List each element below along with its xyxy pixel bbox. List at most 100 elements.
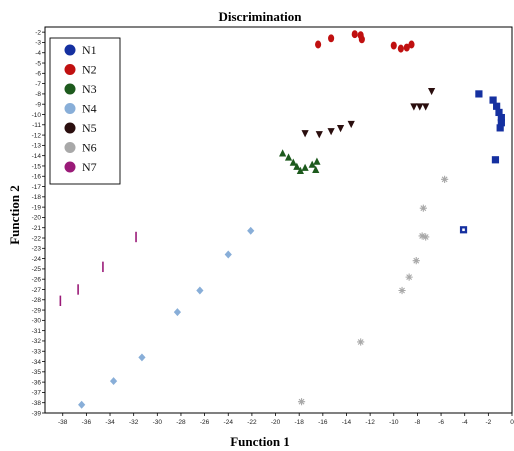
data-point-n6	[412, 257, 420, 265]
legend-label-n1: N1	[82, 43, 97, 57]
data-point-n1	[489, 96, 497, 104]
legend-swatch-n7	[64, 161, 76, 173]
y-tick-label: -20	[32, 215, 42, 222]
data-point-n7	[77, 284, 79, 295]
y-tick-label: -8	[35, 91, 41, 98]
data-point-n6	[398, 286, 406, 295]
y-tick-label: -24	[32, 256, 42, 263]
y-tick-label: -36	[32, 379, 42, 386]
data-point-n2	[351, 30, 358, 39]
x-tick-label: -10	[389, 419, 399, 426]
data-points	[59, 30, 505, 409]
data-point-n3	[279, 149, 287, 157]
x-tick-label: -24	[224, 419, 234, 426]
x-tick-label: -14	[342, 419, 352, 426]
y-tick-label: -6	[35, 71, 41, 78]
legend-label-n2: N2	[82, 63, 97, 77]
x-tick-label: -38	[58, 419, 68, 426]
legend-label-n3: N3	[82, 82, 97, 96]
data-point-n2	[328, 34, 335, 43]
data-point-n3	[308, 160, 316, 168]
data-point-n6	[441, 175, 449, 183]
data-point-n3	[301, 163, 309, 171]
data-point-n4	[173, 308, 182, 317]
data-point-n5	[315, 131, 323, 139]
legend-swatch-n2	[64, 64, 76, 75]
data-point-n1	[496, 124, 504, 132]
chart-title: Discrimination	[218, 9, 302, 24]
y-tick-label: -32	[32, 338, 42, 345]
data-point-n3	[313, 157, 321, 165]
legend-label-n4: N4	[82, 102, 97, 116]
y-tick-label: -30	[32, 318, 42, 325]
y-tick-label: -18	[32, 194, 42, 201]
data-point-n1	[491, 156, 500, 164]
x-tick-label: -22	[247, 419, 257, 426]
y-tick-label: -29	[32, 307, 42, 314]
data-point-n6	[297, 398, 306, 406]
data-point-n2	[403, 43, 410, 52]
x-tick-label: -6	[438, 419, 444, 426]
y-tick-label: -9	[35, 102, 41, 109]
data-point-n1	[495, 108, 503, 117]
data-point-n2	[397, 44, 404, 53]
data-point-n1	[475, 90, 483, 98]
data-point-n2	[358, 35, 365, 44]
legend-label-n5: N5	[82, 121, 97, 135]
data-point-n4	[78, 400, 86, 409]
y-tick-label: -27	[32, 287, 42, 294]
y-tick-label: -11	[32, 122, 41, 129]
data-point-n2	[390, 41, 397, 50]
y-tick-label: -22	[32, 235, 42, 242]
data-point-n7	[102, 261, 104, 273]
data-point-n1-highlight	[462, 228, 465, 232]
data-point-n1	[497, 119, 505, 127]
x-tick-label: -36	[82, 419, 92, 426]
plot-border	[44, 26, 513, 414]
data-point-n6	[418, 232, 426, 240]
data-point-n5	[336, 124, 345, 133]
legend-swatch-n4	[64, 103, 76, 114]
data-point-n5	[422, 103, 430, 111]
data-point-n6	[419, 204, 427, 212]
y-tick-label: -13	[32, 143, 42, 150]
y-tick-label: -14	[32, 153, 42, 160]
y-tick-label: -2	[35, 29, 41, 36]
x-tick-label: -28	[176, 419, 186, 426]
legend-swatch-n1	[64, 44, 76, 56]
data-point-n7	[135, 231, 137, 243]
data-point-n3	[284, 153, 293, 161]
y-tick-label: -37	[32, 390, 42, 397]
y-tick-label: -33	[32, 349, 42, 356]
y-tick-label: -17	[32, 184, 42, 191]
y-tick-label: -19	[32, 204, 42, 211]
data-point-n6	[405, 273, 413, 281]
plot-area	[44, 26, 513, 414]
data-point-n4	[224, 250, 232, 259]
axis-ticks: -38 -36 -34 -32 -30 -28 -26 -24 -22 -20 -18 -16 -14-…	[32, 29, 514, 426]
x-tick-label: -18	[294, 419, 304, 426]
legend-box	[49, 37, 121, 185]
data-point-n3	[293, 162, 301, 170]
data-point-n4	[138, 353, 146, 362]
data-point-n5	[327, 128, 335, 136]
data-point-n7	[59, 295, 62, 307]
data-point-n3	[296, 166, 304, 174]
data-point-n4	[196, 286, 204, 295]
data-point-n5	[428, 87, 436, 96]
legend-swatch-n3	[64, 83, 76, 95]
x-tick-label: -8	[415, 419, 421, 426]
y-tick-label: -21	[32, 225, 42, 232]
y-tick-label: -7	[35, 81, 41, 88]
y-tick-label: -10	[32, 112, 42, 119]
legend: N1 N2 N3 N4 N5 N6 N7	[49, 37, 121, 185]
y-tick-label: -38	[32, 400, 42, 407]
y-tick-label: -28	[32, 297, 42, 304]
y-tick-label: -15	[32, 163, 42, 170]
y-tick-label: -3	[35, 40, 41, 47]
data-point-n2	[408, 40, 415, 49]
legend-label-n6: N6	[82, 141, 97, 155]
data-point-n6	[422, 233, 430, 241]
legend-swatch-n6	[64, 142, 76, 153]
